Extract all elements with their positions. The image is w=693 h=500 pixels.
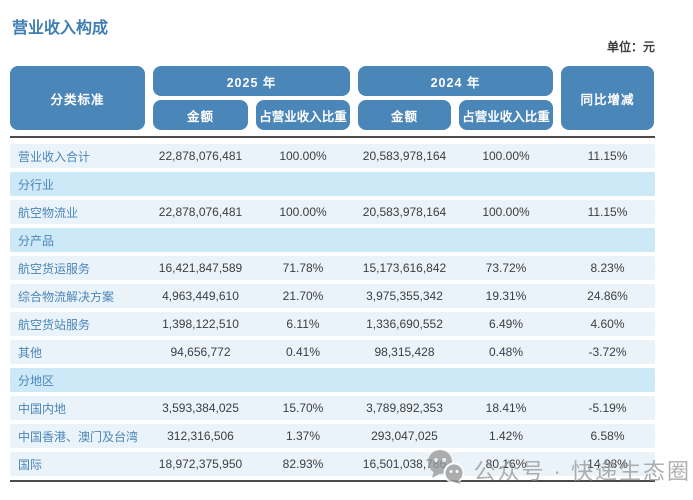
section-row-industry: 分行业 [10, 172, 655, 196]
table-row: 中国香港、澳门及台湾 312,316,506 1.37% 293,047,025… [10, 424, 655, 448]
row-label: 中国内地 [18, 401, 67, 416]
table-row: 航空货运服务 16,421,847,589 71.78% 15,173,616,… [10, 256, 655, 280]
ratio-2024-cell: 6.49% [488, 317, 524, 331]
ratio-2025-cell: 100.00% [279, 149, 327, 163]
yoy-cell: 6.58% [590, 429, 625, 443]
row-label: 其他 [18, 345, 43, 360]
wechat-icon [427, 449, 465, 490]
amount-2025-cell: 312,316,506 [167, 429, 234, 443]
amount-2024-cell: 15,173,616,842 [362, 261, 447, 275]
table-row: 航空货站服务 1,398,122,510 6.11% 1,336,690,552… [10, 312, 655, 336]
header-year-2024: 2024 年 [358, 66, 553, 96]
amount-2024-cell: 20,583,978,164 [362, 149, 447, 163]
amount-2025-cell: 1,398,122,510 [162, 317, 239, 331]
ratio-2024-cell: 18.41% [485, 401, 527, 415]
header-ratio-2024: 占营业收入比重 [459, 100, 553, 130]
header-year-2025: 2025 年 [153, 66, 350, 96]
yoy-cell: 24.86% [587, 289, 628, 303]
watermark: 公众号 · 快递生态圈 [427, 449, 691, 490]
ratio-2025-cell: 82.93% [282, 457, 324, 471]
yoy-cell: 11.15% [587, 149, 628, 163]
ratio-2025-cell: 15.70% [282, 401, 324, 415]
amount-2024-cell: 3,789,892,353 [366, 401, 443, 415]
amount-2024-cell: 3,975,355,342 [366, 289, 443, 303]
ratio-2025-cell: 71.78% [282, 261, 324, 275]
row-label: 航空货运服务 [18, 261, 91, 276]
section-label: 分产品 [18, 233, 55, 248]
header-yoy: 同比增减 [561, 66, 654, 130]
amount-2025-cell: 94,656,772 [170, 345, 231, 359]
row-label: 航空物流业 [18, 205, 79, 220]
table-body: 营业收入合计 22,878,076,481 100.00% 20,583,978… [10, 144, 655, 476]
table-row: 综合物流解决方案 4,963,449,610 21.70% 3,975,355,… [10, 284, 655, 308]
ratio-2025-cell: 100.00% [279, 205, 327, 219]
amount-2025-cell: 22,878,076,481 [158, 205, 243, 219]
ratio-2025-cell: 6.11% [286, 317, 320, 331]
table-header: 分类标准 2025 年 2024 年 同比增减 金额 占营业收入比重 金额 占营… [10, 66, 655, 130]
ratio-2024-cell: 73.72% [485, 261, 527, 275]
section-label: 分地区 [18, 373, 55, 388]
amount-2025-cell: 4,963,449,610 [162, 289, 239, 303]
table-row: 航空物流业 22,878,076,481 100.00% 20,583,978,… [10, 200, 655, 224]
amount-2024-cell: 20,583,978,164 [362, 205, 447, 219]
section-label: 分行业 [18, 177, 55, 192]
ratio-2025-cell: 21.70% [282, 289, 324, 303]
ratio-2024-cell: 1.42% [488, 429, 524, 443]
header-amount-2025: 金额 [153, 100, 248, 130]
amount-2025-cell: 3,593,384,025 [162, 401, 239, 415]
amount-2025-cell: 16,421,847,589 [158, 261, 243, 275]
yoy-cell: 8.23% [590, 261, 625, 275]
section-row-product: 分产品 [10, 228, 655, 252]
header-amount-2024: 金额 [358, 100, 451, 130]
ratio-2024-cell: 80.16% [485, 457, 527, 471]
amount-2024-cell: 98,315,428 [374, 345, 435, 359]
yoy-cell: 11.15% [587, 205, 628, 219]
header-divider [10, 136, 655, 138]
row-label: 综合物流解决方案 [18, 289, 115, 304]
revenue-table: 分类标准 2025 年 2024 年 同比增减 金额 占营业收入比重 金额 占营… [10, 66, 655, 482]
table-bottom-border [10, 480, 655, 482]
yoy-cell: 14.98% [587, 457, 628, 471]
ratio-2024-cell: 100.00% [482, 205, 530, 219]
yoy-cell: 4.60% [590, 317, 625, 331]
table-row-total: 营业收入合计 22,878,076,481 100.00% 20,583,978… [10, 144, 655, 168]
row-label: 国际 [18, 457, 43, 472]
watermark-text: 公众号 · 快递生态圈 [473, 458, 691, 484]
yoy-cell: -3.72% [588, 345, 627, 359]
ratio-2024-cell: 19.31% [485, 289, 527, 303]
ratio-2024-cell: 100.00% [482, 149, 530, 163]
amount-2024-cell: 293,047,025 [371, 429, 438, 443]
amount-2025-cell: 18,972,375,950 [158, 457, 243, 471]
header-category: 分类标准 [10, 66, 145, 130]
header-ratio-2025: 占营业收入比重 [256, 100, 350, 130]
section-row-region: 分地区 [10, 368, 655, 392]
ratio-2025-cell: 0.41% [285, 345, 321, 359]
row-label: 中国香港、澳门及台湾 [18, 429, 139, 444]
unit-label: 单位：元 [606, 40, 655, 54]
amount-2024-cell: 1,336,690,552 [366, 317, 443, 331]
page-title: 营业收入构成 [12, 20, 109, 37]
yoy-cell: -5.19% [588, 401, 627, 415]
amount-2025-cell: 22,878,076,481 [158, 149, 243, 163]
table-row: 中国内地 3,593,384,025 15.70% 3,789,892,353 … [10, 396, 655, 420]
amount-2024-cell: 16,501,038,786 [362, 457, 447, 471]
ratio-2024-cell: 0.48% [488, 345, 524, 359]
row-label: 航空货站服务 [18, 317, 91, 332]
table-row: 国际 18,972,375,950 82.93% 16,501,038,786 … [10, 452, 655, 476]
row-label: 营业收入合计 [18, 149, 91, 164]
ratio-2025-cell: 1.37% [285, 429, 321, 443]
table-row: 其他 94,656,772 0.41% 98,315,428 0.48% -3.… [10, 340, 655, 364]
